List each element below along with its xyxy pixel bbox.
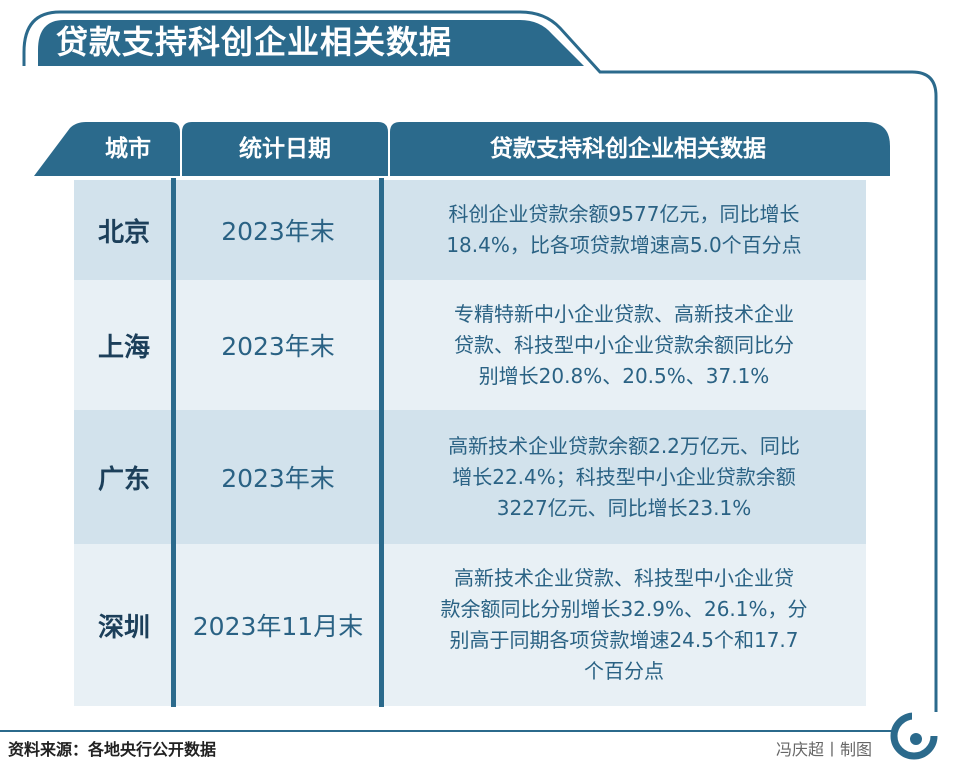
city-cell: 深圳 — [97, 612, 150, 643]
header-city: 城市 — [105, 136, 151, 162]
column-divider — [379, 178, 384, 707]
data-line: 款余额同比分别增长32.9%、26.1%，分 — [440, 597, 808, 621]
data-cell: 高新技术企业贷款余额2.2万亿元、同比 增长22.4%；科技型中小企业贷款余额 … — [386, 410, 862, 544]
header-data: 贷款支持科创企业相关数据 — [490, 136, 766, 162]
data-line: 3227亿元、同比增长23.1% — [496, 495, 752, 520]
credit-note: 冯庆超丨制图 — [775, 740, 872, 759]
data-line: 高新技术企业贷款余额2.2万亿元、同比 — [448, 433, 800, 458]
header-date: 统计日期 — [239, 136, 331, 162]
city-cell: 广东 — [97, 464, 150, 495]
data-line: 科创企业贷款余额9577亿元，同比增长 — [448, 202, 800, 226]
table-row: 上海 2023年末 专精特新中小企业贷款、高新技术企业 贷款、科技型中小企业贷款… — [74, 280, 866, 410]
data-line: 高新技术企业贷款、科技型中小企业贷 — [453, 566, 794, 590]
source-note: 资料来源：各地央行公开数据 — [8, 740, 217, 759]
title-banner — [38, 20, 584, 66]
data-cell: 高新技术企业贷款、科技型中小企业贷 款余额同比分别增长32.9%、26.1%，分… — [386, 544, 862, 706]
table-row: 广东 2023年末 高新技术企业贷款余额2.2万亿元、同比 增长22.4%；科技… — [74, 410, 866, 544]
page-title: 贷款支持科创企业相关数据 — [56, 23, 453, 61]
data-line: 专精特新中小企业贷款、高新技术企业 — [454, 301, 794, 326]
date-cell: 2023年末 — [221, 217, 335, 246]
header-tab-date — [182, 122, 388, 176]
data-line: 增长22.4%；科技型中小企业贷款余额 — [452, 464, 796, 489]
date-cell: 2023年11月末 — [192, 612, 364, 641]
date-cell: 2023年末 — [221, 464, 335, 493]
header-tab-data — [390, 122, 890, 176]
header-tab-city — [34, 122, 180, 176]
date-cell: 2023年末 — [221, 332, 335, 361]
data-line: 别高于同期各项贷款增速24.5个和17.7 — [449, 628, 799, 652]
data-cell: 专精特新中小企业贷款、高新技术企业 贷款、科技型中小企业贷款余额同比分 别增长2… — [386, 280, 862, 410]
data-line: 18.4%，比各项贷款增速高5.0个百分点 — [446, 233, 802, 257]
data-line: 贷款、科技型中小企业贷款余额同比分 — [454, 332, 794, 357]
column-divider — [171, 178, 176, 707]
city-cell: 北京 — [97, 217, 150, 248]
data-line: 个百分点 — [583, 659, 664, 683]
frame-outline — [22, 10, 938, 712]
data-line: 别增长20.8%、20.5%、37.1% — [478, 363, 770, 388]
table-row: 北京 2023年末 科创企业贷款余额9577亿元，同比增长 18.4%，比各项贷… — [74, 180, 866, 280]
data-cell: 科创企业贷款余额9577亿元，同比增长 18.4%，比各项贷款增速高5.0个百分… — [386, 180, 862, 280]
city-cell: 上海 — [97, 332, 150, 363]
table-row: 深圳 2023年11月末 高新技术企业贷款、科技型中小企业贷 款余额同比分别增长… — [74, 544, 866, 706]
